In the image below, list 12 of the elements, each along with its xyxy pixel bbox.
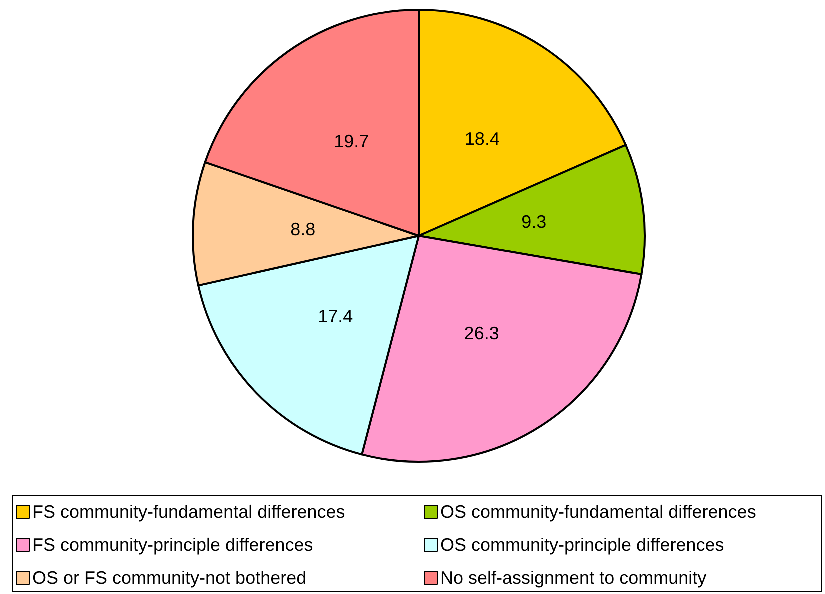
data-label: 8.8: [290, 220, 316, 240]
data-label: 19.7: [334, 132, 370, 152]
data-label: 9.3: [522, 212, 547, 232]
legend-label: FS community-principle differences: [32, 535, 314, 555]
legend-label: FS community-fundamental differences: [32, 502, 346, 522]
legend-label: OS or FS community-not bothered: [32, 568, 307, 588]
legend-label: No self-assignment to community: [440, 568, 707, 588]
legend-label: OS community-fundamental differences: [440, 502, 756, 522]
data-label: 26.3: [464, 324, 500, 344]
data-label: 17.4: [318, 306, 354, 327]
legend-label: OS community-principle differences: [440, 535, 724, 555]
data-label: 18.4: [464, 128, 500, 149]
